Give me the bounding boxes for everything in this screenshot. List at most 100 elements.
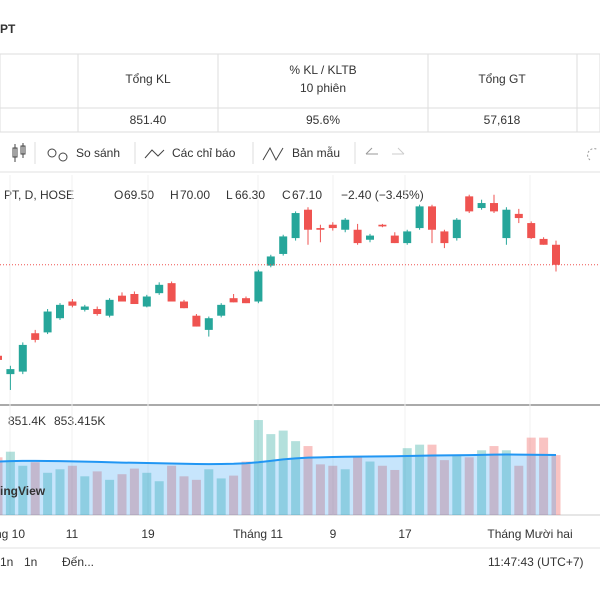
symbol-label: PT, D, HOSE xyxy=(4,188,74,202)
volume-bar xyxy=(477,450,487,515)
candle-body xyxy=(93,309,102,315)
page-title: PT xyxy=(0,22,16,36)
candle-body xyxy=(527,223,536,239)
candle-body xyxy=(304,209,312,230)
candle-body xyxy=(254,271,263,302)
candle-body xyxy=(353,229,362,244)
undo-icon[interactable] xyxy=(365,147,378,155)
candle-body xyxy=(18,344,27,372)
x-tick-label: 11 xyxy=(66,527,79,541)
candle-body xyxy=(43,311,52,333)
volume-bar xyxy=(328,465,338,515)
candle-body xyxy=(390,235,399,244)
volume-bar xyxy=(5,451,15,515)
volume-bar xyxy=(278,430,288,515)
volume-bar xyxy=(216,478,226,515)
x-tick-label: 9 xyxy=(330,527,337,541)
snapshot-icon[interactable] xyxy=(587,148,599,161)
volume-ma-line xyxy=(0,453,557,466)
goto-button[interactable]: Đến... xyxy=(62,555,94,569)
candle-body xyxy=(68,301,77,306)
candle-body xyxy=(204,318,213,330)
volume-bar xyxy=(229,475,239,515)
candle-body xyxy=(552,244,560,265)
volume-bar xyxy=(390,469,400,515)
candle-body xyxy=(266,256,275,266)
indicator-icon[interactable] xyxy=(144,149,165,159)
candle-body xyxy=(440,231,449,244)
candle-body xyxy=(105,299,114,316)
candle-body xyxy=(130,294,139,305)
candle-body xyxy=(514,213,523,219)
volume-bar xyxy=(402,448,412,515)
volume-bar xyxy=(80,476,90,515)
candle-body xyxy=(80,306,89,310)
compare-icon[interactable] xyxy=(47,148,68,162)
toolbar-button[interactable]: Các chỉ báo xyxy=(172,146,236,160)
ohlc-label: L xyxy=(226,188,233,202)
volume-bar xyxy=(501,450,511,515)
candle-icon[interactable] xyxy=(12,143,26,162)
x-tick-label: 17 xyxy=(398,527,412,541)
range-button[interactable]: 1n xyxy=(0,555,13,569)
volume-bar xyxy=(0,457,3,515)
table-frame xyxy=(0,53,600,133)
table-header: 10 phiên xyxy=(300,81,346,95)
toolbar-button[interactable]: Bản mẫu xyxy=(292,145,340,160)
volume-bar xyxy=(365,461,375,515)
volume-bar xyxy=(427,444,437,515)
table-value: 57,618 xyxy=(484,113,521,127)
ohlc-value: 67.10 xyxy=(292,188,322,202)
candle-body xyxy=(118,295,126,302)
volume-label: 851.4K xyxy=(8,414,46,428)
candle-body xyxy=(539,238,548,245)
volume-bar xyxy=(129,468,139,515)
table-header: Tổng KL xyxy=(125,72,171,86)
table-header: % KL / KLTB xyxy=(289,63,356,77)
candle-body xyxy=(415,206,424,229)
volume-bar xyxy=(340,469,350,515)
template-icon[interactable] xyxy=(262,146,284,162)
candle-body xyxy=(291,213,300,239)
candle-body xyxy=(502,209,511,239)
candle-body xyxy=(465,196,474,212)
redo-icon[interactable] xyxy=(392,147,405,155)
candle-body xyxy=(477,203,486,209)
footer: 1n 1n Đến... 11:47:43 (UTC+7) xyxy=(0,547,600,569)
table-value: 851.40 xyxy=(130,113,167,127)
range-button[interactable]: 1n xyxy=(24,555,37,569)
x-tick-label: Tháng Mười hai xyxy=(487,527,572,541)
volume-bar xyxy=(55,469,65,515)
ohlc-value: 70.00 xyxy=(180,188,210,202)
candle-body xyxy=(378,224,387,227)
candle-body xyxy=(341,219,350,230)
candle-body xyxy=(217,304,226,316)
x-tick-label: ng 10 xyxy=(0,527,25,541)
volume-bar xyxy=(204,469,214,515)
chart: PT, D, HOSE O 69.50 H 70.00 L 66.30 C 67… xyxy=(0,175,600,541)
volume-bar xyxy=(315,464,325,515)
candle-body xyxy=(366,235,374,240)
volume-bar xyxy=(154,481,164,515)
candle-body xyxy=(452,219,461,239)
table-value: 95.6% xyxy=(306,113,340,127)
ohlc-value: 66.30 xyxy=(235,188,265,202)
toolbar-button[interactable]: So sánh xyxy=(76,146,120,160)
change-value: −2.40 (−3.45%) xyxy=(341,188,424,202)
ohlc-label: H xyxy=(170,188,179,202)
volume-bar xyxy=(452,455,462,515)
volume-bar xyxy=(291,441,301,515)
volume-bar xyxy=(117,474,127,515)
candle-body xyxy=(192,315,201,327)
volume-bar xyxy=(439,460,449,515)
candle-body xyxy=(428,206,436,230)
volume-bar xyxy=(43,472,53,515)
volume-ma-area xyxy=(0,454,556,515)
candle-body xyxy=(229,298,238,303)
volume-bar xyxy=(67,465,77,515)
candle-body xyxy=(242,298,250,304)
volume-bar xyxy=(191,479,201,515)
volume-bar xyxy=(539,437,549,515)
candle-body xyxy=(0,355,2,360)
volume-bar xyxy=(415,444,425,515)
